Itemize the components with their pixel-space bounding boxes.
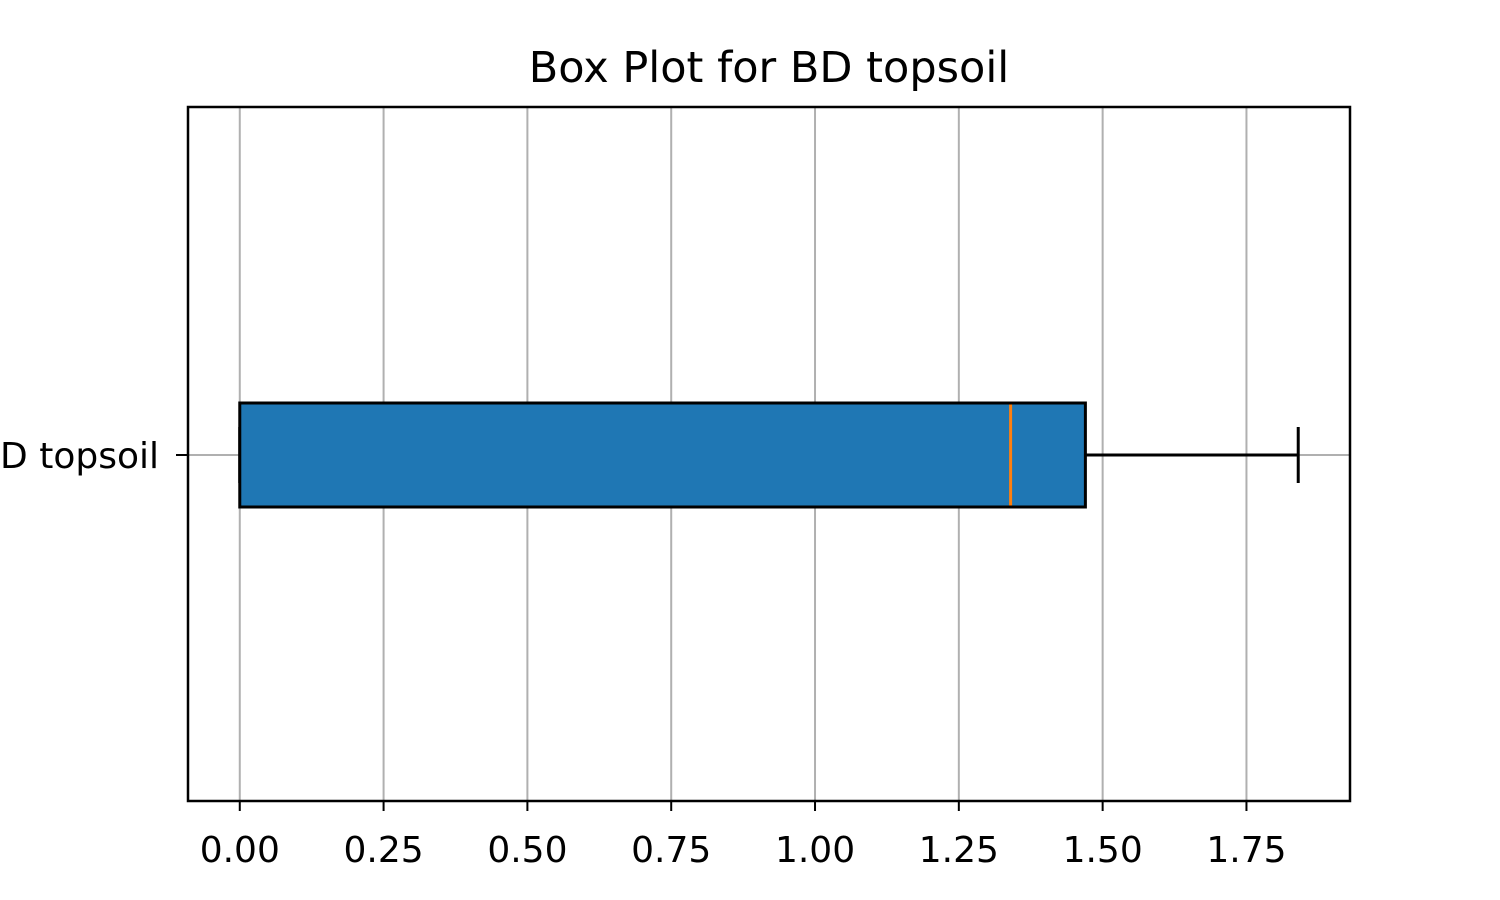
x-tick-label: 1.25 <box>919 830 999 871</box>
x-tick-label: 1.75 <box>1206 830 1286 871</box>
x-axis-ticks: 0.00 0.25 0.50 0.75 1.00 1.25 1.50 1.75 <box>200 801 1287 871</box>
x-tick-label: 1.50 <box>1063 830 1143 871</box>
y-axis-ticks: BD topsoil <box>0 436 188 477</box>
y-tick-label: BD topsoil <box>0 436 159 477</box>
boxes <box>238 401 1300 509</box>
chart-title: Box Plot for BD topsoil <box>529 43 1009 93</box>
x-tick-label: 0.00 <box>200 830 280 871</box>
x-tick-label: 1.00 <box>775 830 855 871</box>
x-tick-label: 0.25 <box>344 830 424 871</box>
x-tick-label: 0.75 <box>631 830 711 871</box>
x-tick-label: 0.50 <box>487 830 567 871</box>
box-iqr <box>238 401 1087 509</box>
